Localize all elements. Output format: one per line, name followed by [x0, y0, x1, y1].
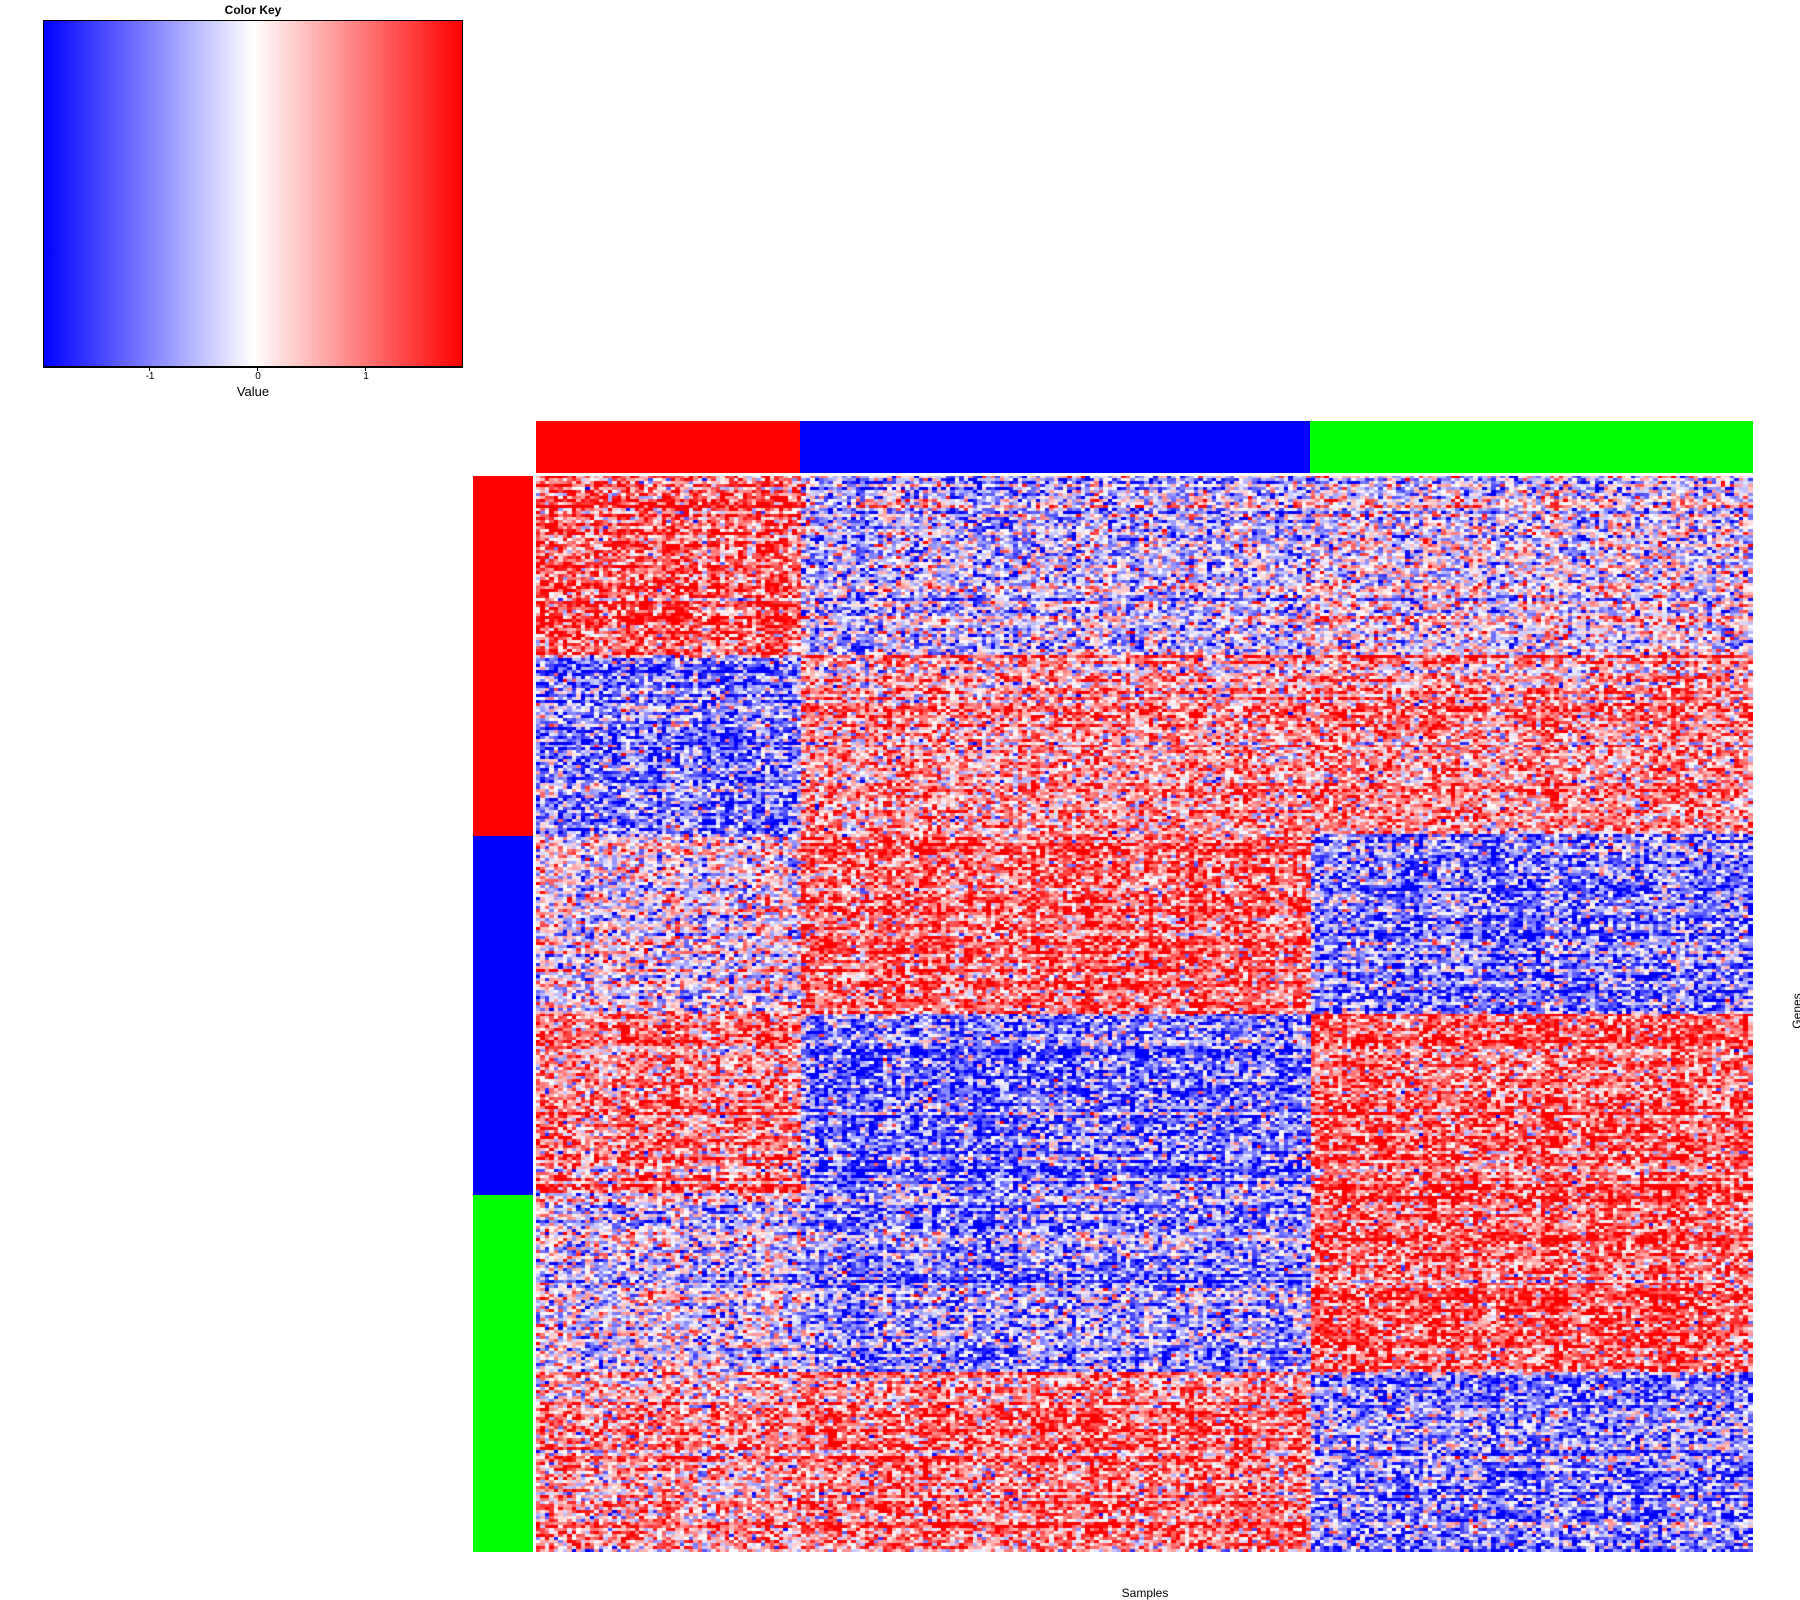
color-key-tick — [365, 367, 366, 371]
color-key-tick — [257, 367, 258, 371]
color-key-tick-label: 1 — [363, 371, 369, 382]
y-axis-label: Genes — [1790, 993, 1800, 1029]
heatmap-cells — [536, 476, 1753, 1552]
column-side-color-group-2 — [800, 421, 1310, 473]
row-side-color-group-3 — [473, 1195, 533, 1552]
color-key-title: Color Key — [224, 3, 282, 17]
column-side-color-group-1 — [536, 421, 800, 473]
row-side-color-group-1 — [473, 476, 533, 836]
color-key-tick-label: -1 — [145, 371, 155, 382]
row-side-color-group-2 — [473, 836, 533, 1195]
color-key-tick-label: 0 — [255, 371, 261, 382]
color-key-axis — [43, 367, 463, 368]
color-key-gradient — [43, 20, 463, 367]
color-key-tick — [149, 367, 150, 371]
x-axis-label: Samples — [1121, 1586, 1169, 1600]
color-key-xlabel: Value — [236, 384, 270, 399]
column-side-color-group-3 — [1310, 421, 1753, 473]
